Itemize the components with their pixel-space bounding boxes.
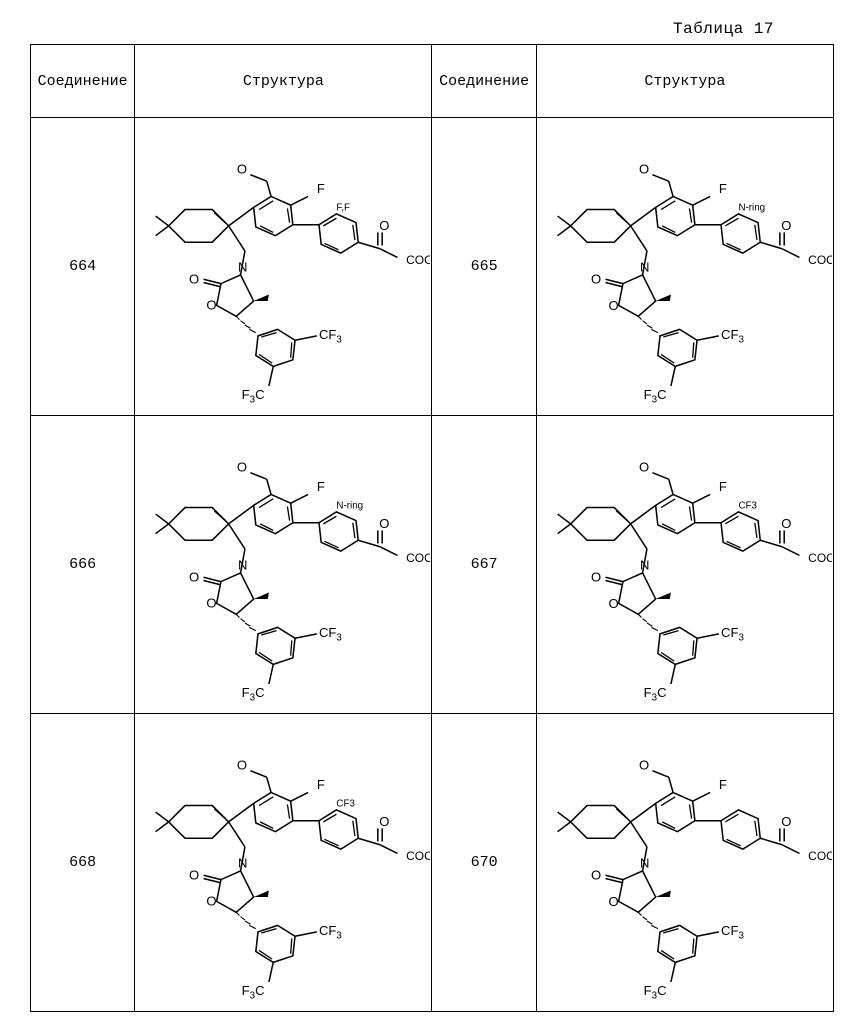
svg-text:CF3: CF3 xyxy=(738,501,757,512)
structure-cell: O N O O F O COOCH3 CF3 F3C N-ring xyxy=(536,118,833,416)
svg-text:CF3: CF3 xyxy=(721,327,744,345)
svg-text:F3C: F3C xyxy=(242,387,265,405)
structure-cell: O N O O F O COOCH3 CF3 F3C CF3 xyxy=(536,416,833,714)
table-body: 664 O N O O F O COOH CF3 F3C F,F 665 O N… xyxy=(31,118,834,1012)
compound-id-cell: 665 xyxy=(432,118,536,416)
svg-text:O: O xyxy=(380,218,390,233)
structure-svg: O N O O F O COOCH3 CF3 F3C xyxy=(538,715,832,1005)
svg-text:O: O xyxy=(591,272,601,287)
svg-text:CF3: CF3 xyxy=(319,625,342,643)
svg-text:F: F xyxy=(317,181,325,196)
table-caption: Таблица 17 xyxy=(30,20,834,44)
svg-text:O: O xyxy=(207,894,217,909)
svg-text:CF3: CF3 xyxy=(337,799,356,810)
svg-text:O: O xyxy=(591,868,601,883)
svg-text:O: O xyxy=(608,298,618,313)
svg-text:O: O xyxy=(189,272,199,287)
structure-cell: O N O O F O COOH CF3 F3C N-ring xyxy=(135,416,432,714)
svg-text:O: O xyxy=(189,868,199,883)
svg-text:N: N xyxy=(640,856,649,871)
svg-text:N-ring: N-ring xyxy=(337,501,364,512)
svg-text:O: O xyxy=(781,814,791,829)
structure-svg: O N O O F O COOCH3 CF3 F3C N-ring xyxy=(538,119,832,409)
structure-svg: O N O O F O COOH CF3 F3C F,F xyxy=(136,119,430,409)
svg-text:O: O xyxy=(380,814,390,829)
svg-text:COOCH3: COOCH3 xyxy=(808,253,832,267)
svg-text:O: O xyxy=(639,758,649,773)
col-header-compound-right: Соединение xyxy=(432,45,536,118)
svg-text:O: O xyxy=(207,298,217,313)
svg-text:F,F: F,F xyxy=(337,203,351,214)
svg-text:N: N xyxy=(238,856,247,871)
table-header-row: Соединение Структура Соединение Структур… xyxy=(31,45,834,118)
svg-text:CF3: CF3 xyxy=(319,327,342,345)
svg-text:F: F xyxy=(719,181,727,196)
svg-text:O: O xyxy=(608,596,618,611)
svg-text:F3C: F3C xyxy=(644,387,667,405)
svg-text:CF3: CF3 xyxy=(319,923,342,941)
table-row: 668 O N O O F O COOH CF3 F3C CF3 670 O N… xyxy=(31,714,834,1012)
svg-text:F3C: F3C xyxy=(644,685,667,703)
svg-text:O: O xyxy=(237,758,247,773)
svg-text:F3C: F3C xyxy=(242,983,265,1001)
structure-cell: O N O O F O COOCH3 CF3 F3C xyxy=(536,714,833,1012)
col-header-compound-left: Соединение xyxy=(31,45,135,118)
svg-text:N: N xyxy=(640,260,649,275)
svg-text:F: F xyxy=(719,777,727,792)
svg-text:O: O xyxy=(237,460,247,475)
svg-text:N: N xyxy=(238,260,247,275)
table-row: 666 O N O O F O COOH CF3 F3C N-ring 667 … xyxy=(31,416,834,714)
table-row: 664 O N O O F O COOH CF3 F3C F,F 665 O N… xyxy=(31,118,834,416)
compound-id-cell: 670 xyxy=(432,714,536,1012)
compound-table: Соединение Структура Соединение Структур… xyxy=(30,44,834,1012)
svg-text:O: O xyxy=(781,218,791,233)
svg-text:COOH: COOH xyxy=(407,551,431,565)
svg-text:COOH: COOH xyxy=(407,253,431,267)
svg-text:F: F xyxy=(317,777,325,792)
compound-id-cell: 664 xyxy=(31,118,135,416)
svg-text:F: F xyxy=(719,479,727,494)
svg-text:COOCH3: COOCH3 xyxy=(808,849,832,863)
svg-text:O: O xyxy=(639,460,649,475)
svg-text:O: O xyxy=(591,570,601,585)
svg-text:O: O xyxy=(608,894,618,909)
svg-text:O: O xyxy=(207,596,217,611)
structure-svg: O N O O F O COOH CF3 F3C CF3 xyxy=(136,715,430,1005)
svg-text:N-ring: N-ring xyxy=(738,203,765,214)
svg-text:O: O xyxy=(380,516,390,531)
svg-text:O: O xyxy=(639,162,649,177)
compound-id-cell: 668 xyxy=(31,714,135,1012)
svg-text:N: N xyxy=(238,558,247,573)
svg-text:N: N xyxy=(640,558,649,573)
svg-text:O: O xyxy=(237,162,247,177)
col-header-structure-left: Структура xyxy=(135,45,432,118)
compound-id-cell: 667 xyxy=(432,416,536,714)
svg-text:CF3: CF3 xyxy=(721,625,744,643)
svg-text:F3C: F3C xyxy=(644,983,667,1001)
structure-svg: O N O O F O COOH CF3 F3C N-ring xyxy=(136,417,430,707)
structure-svg: O N O O F O COOCH3 CF3 F3C CF3 xyxy=(538,417,832,707)
svg-text:CF3: CF3 xyxy=(721,923,744,941)
svg-text:COOH: COOH xyxy=(407,849,431,863)
structure-cell: O N O O F O COOH CF3 F3C CF3 xyxy=(135,714,432,1012)
compound-id-cell: 666 xyxy=(31,416,135,714)
svg-text:COOCH3: COOCH3 xyxy=(808,551,832,565)
svg-text:O: O xyxy=(189,570,199,585)
structure-cell: O N O O F O COOH CF3 F3C F,F xyxy=(135,118,432,416)
svg-text:F: F xyxy=(317,479,325,494)
svg-text:F3C: F3C xyxy=(242,685,265,703)
col-header-structure-right: Структура xyxy=(536,45,833,118)
svg-text:O: O xyxy=(781,516,791,531)
